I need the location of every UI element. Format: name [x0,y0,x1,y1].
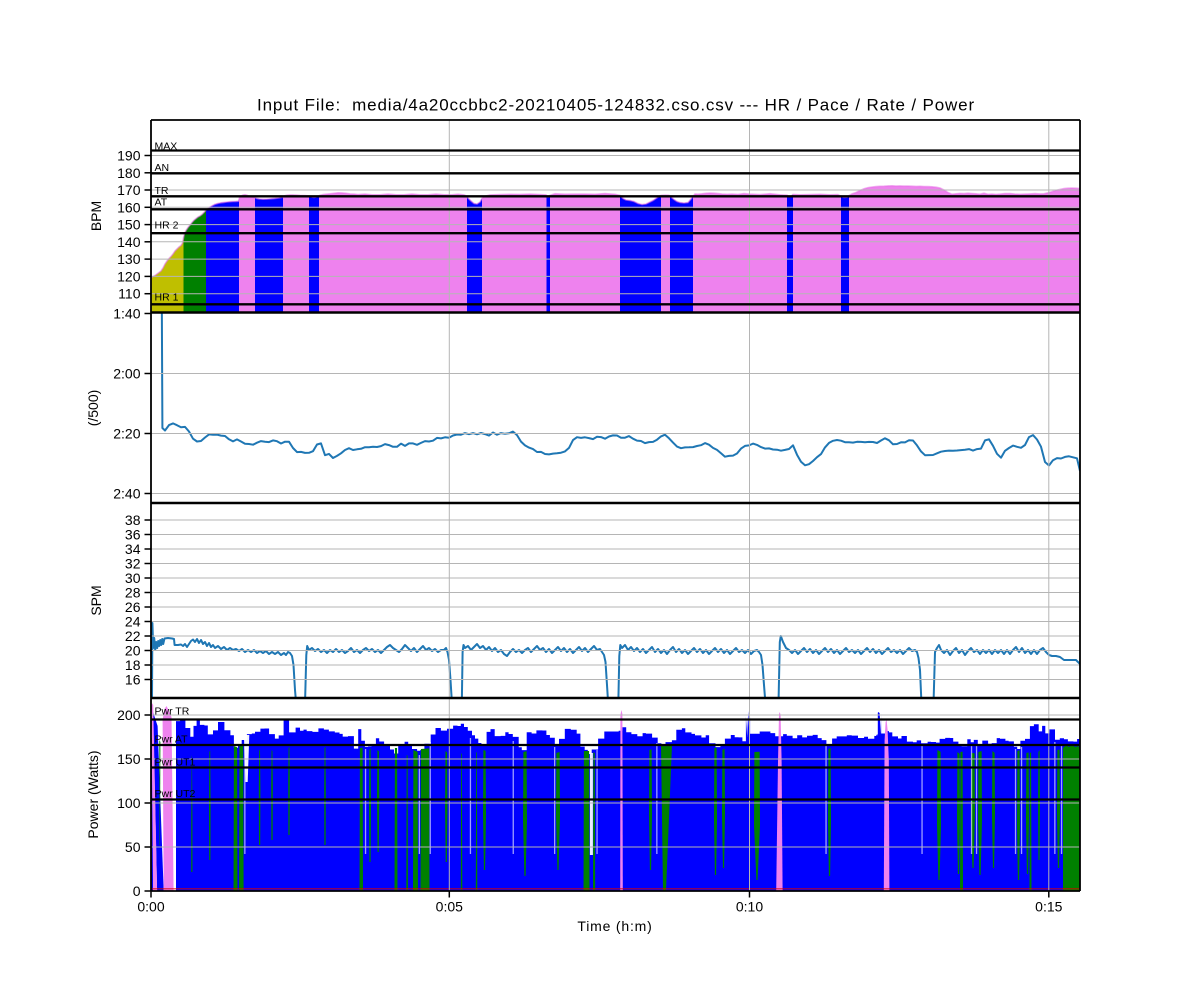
svg-text:Pwr TR: Pwr TR [155,706,190,718]
svg-text:HR 2: HR 2 [155,220,179,232]
svg-text:34: 34 [125,541,141,557]
svg-text:26: 26 [125,599,141,615]
svg-text:0:15: 0:15 [1035,899,1062,915]
svg-text:38: 38 [125,512,141,528]
svg-text:1:40: 1:40 [113,306,140,322]
svg-text:140: 140 [117,234,141,250]
svg-text:Pwr UT2: Pwr UT2 [155,788,196,800]
svg-text:22: 22 [125,628,141,644]
svg-text:20: 20 [125,643,141,659]
svg-text:HR 1: HR 1 [155,292,179,304]
svg-text:0:00: 0:00 [137,899,164,915]
svg-text:100: 100 [117,795,141,811]
svg-text:2:00: 2:00 [113,366,140,382]
svg-text:36: 36 [125,527,141,543]
svg-text:200: 200 [117,707,141,723]
svg-text:180: 180 [117,165,141,181]
svg-text:50: 50 [125,839,141,855]
svg-text:AN: AN [155,162,170,174]
svg-text:MAX: MAX [155,141,178,153]
svg-text:24: 24 [125,614,141,630]
svg-text:Power (Watts): Power (Watts) [85,750,101,838]
svg-text:16: 16 [125,672,141,688]
svg-text:BPM: BPM [88,201,104,231]
svg-text:2:40: 2:40 [113,486,140,502]
svg-text:Pwr UT1: Pwr UT1 [155,756,196,768]
svg-text:160: 160 [117,199,141,215]
svg-text:190: 190 [117,148,141,164]
svg-text:(/500): (/500) [85,390,101,427]
svg-text:28: 28 [125,585,141,601]
svg-text:Time (h:m): Time (h:m) [577,918,652,934]
svg-text:AT: AT [155,196,168,208]
svg-text:110: 110 [118,286,141,302]
svg-text:170: 170 [117,182,141,198]
svg-text:2:20: 2:20 [113,426,140,442]
svg-text:0: 0 [133,883,141,899]
svg-text:150: 150 [117,751,141,767]
svg-text:TR: TR [155,185,169,197]
svg-text:130: 130 [117,251,141,267]
svg-text:120: 120 [117,268,141,284]
svg-text:0:05: 0:05 [436,899,463,915]
svg-text:30: 30 [125,570,141,586]
svg-text:150: 150 [117,217,141,233]
svg-text:0:10: 0:10 [736,899,763,915]
svg-text:32: 32 [125,556,141,572]
svg-text:Pwr AT: Pwr AT [155,734,189,746]
svg-text:Input File: media/4a20ccbbc2-: Input File: media/4a20ccbbc2-20210405-12… [257,96,975,115]
svg-text:18: 18 [125,657,141,673]
svg-text:SPM: SPM [88,585,104,615]
